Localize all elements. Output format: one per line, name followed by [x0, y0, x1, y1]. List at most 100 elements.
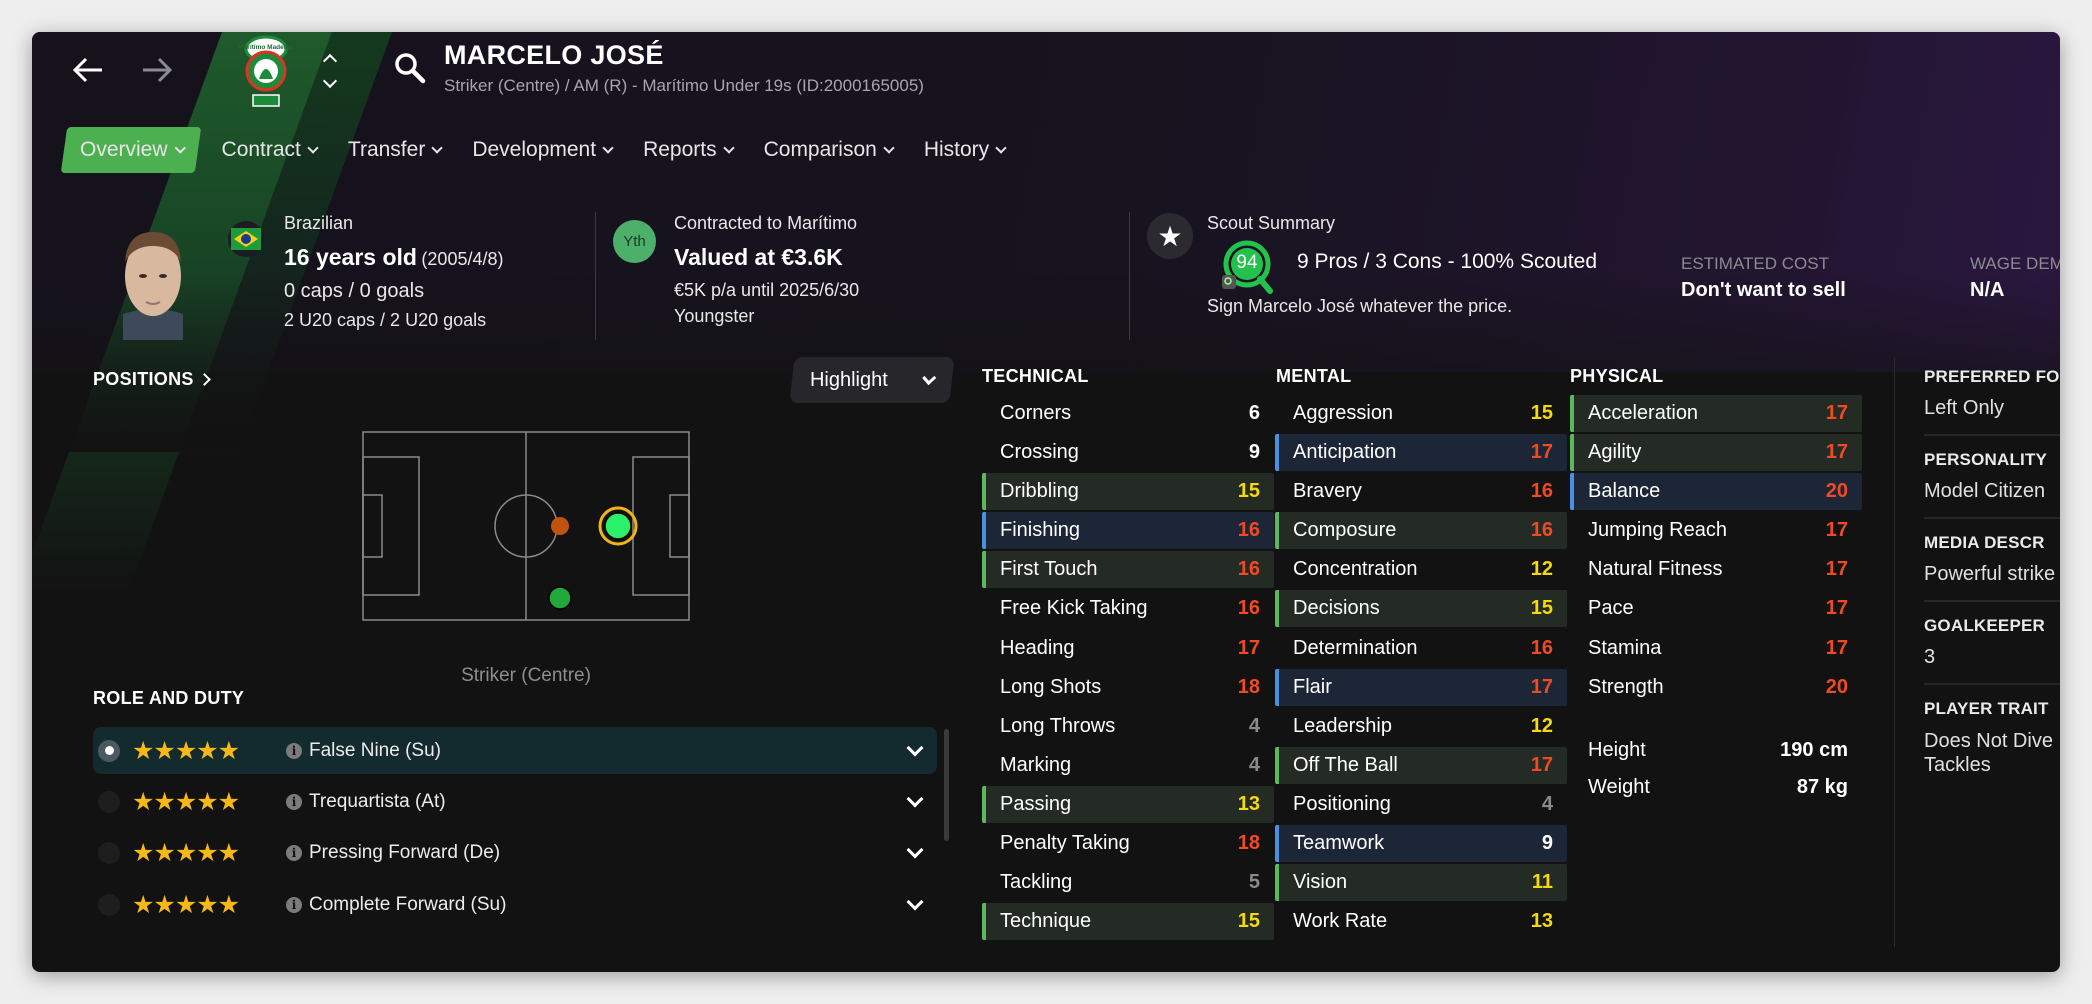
caps: 0 caps / 0 goals	[284, 280, 425, 302]
attribute-value: 13	[1237, 792, 1260, 815]
attribute-row-technique[interactable]: Technique 15	[982, 903, 1274, 941]
attribute-name: Vision	[1293, 871, 1348, 894]
info-icon[interactable]: i	[286, 844, 302, 861]
info-icon[interactable]: i	[286, 896, 302, 913]
attribute-row-aggression[interactable]: Aggression 15	[1275, 395, 1567, 432]
tab-overview[interactable]: Overview	[60, 127, 201, 173]
attribute-row-off-the-ball[interactable]: Off The Ball 17	[1275, 746, 1567, 784]
role-row[interactable]: ★★★★★ i False Nine (Su)	[93, 727, 937, 774]
search-icon[interactable]	[392, 50, 428, 86]
role-radio[interactable]	[98, 841, 120, 864]
technical-attributes: Corners 6 Crossing 9 Dribbling 15 Finishing 16 F…	[982, 395, 1274, 942]
role-radio[interactable]	[98, 893, 120, 916]
attribute-row-balance[interactable]: Balance 20	[1570, 473, 1862, 511]
attribute-row-passing[interactable]: Passing 13	[982, 785, 1274, 823]
attribute-row-concentration[interactable]: Concentration 12	[1275, 551, 1567, 588]
role-row[interactable]: ★★★★★ i Pressing Forward (De)	[93, 829, 937, 876]
attribute-row-natural-fitness[interactable]: Natural Fitness 17	[1570, 551, 1862, 588]
tab-history[interactable]: History	[924, 127, 1007, 173]
info-icon[interactable]: i	[286, 793, 302, 810]
attribute-row-bravery[interactable]: Bravery 16	[1275, 473, 1567, 510]
attribute-name: Free Kick Taking	[1000, 597, 1148, 620]
attribute-row-stamina[interactable]: Stamina 17	[1570, 630, 1862, 667]
attribute-value: 16	[1530, 480, 1553, 503]
attribute-row-flair[interactable]: Flair 17	[1275, 668, 1567, 706]
chevron-up-icon[interactable]	[322, 53, 338, 69]
attribute-value: 16	[1530, 636, 1553, 659]
tab-contract[interactable]: Contract	[221, 127, 319, 173]
attribute-row-long-shots[interactable]: Long Shots 18	[982, 669, 1274, 706]
tab-transfer[interactable]: Transfer	[348, 127, 443, 173]
attribute-value: 9	[1248, 441, 1260, 464]
player-subtitle: Striker (Centre) / AM (R) - Marítimo Und…	[444, 76, 924, 95]
back-arrow-icon[interactable]	[68, 52, 108, 88]
chevron-down-icon[interactable]	[906, 739, 924, 756]
youth-badge: Yth	[613, 220, 656, 263]
attribute-row-penalty-taking[interactable]: Penalty Taking 18	[982, 825, 1274, 862]
role-radio[interactable]	[98, 739, 120, 762]
attribute-row-crossing[interactable]: Crossing 9	[982, 434, 1274, 471]
attribute-name: Natural Fitness	[1588, 558, 1723, 581]
attribute-row-composure[interactable]: Composure 16	[1275, 512, 1567, 550]
media-description-value: Powerful strike	[1924, 563, 2056, 585]
chevron-down-icon[interactable]	[906, 790, 924, 807]
tab-label: Contract	[221, 138, 301, 161]
positions-link[interactable]: POSITIONS	[93, 369, 211, 390]
position-pitch	[362, 431, 690, 621]
attribute-row-tackling[interactable]: Tackling 5	[982, 864, 1274, 901]
weight-label: Weight	[1588, 776, 1650, 798]
attribute-row-agility[interactable]: Agility 17	[1570, 434, 1862, 472]
attribute-row-leadership[interactable]: Leadership 12	[1275, 708, 1567, 745]
info-icon[interactable]: i	[286, 742, 302, 759]
role-star-rating: ★★★★★	[132, 838, 240, 867]
chevron-down-icon[interactable]	[906, 893, 924, 910]
attribute-row-positioning[interactable]: Positioning 4	[1275, 786, 1567, 823]
attribute-row-anticipation[interactable]: Anticipation 17	[1275, 434, 1567, 472]
tab-comparison[interactable]: Comparison	[764, 127, 895, 173]
physical-title: PHYSICAL	[1570, 366, 1664, 386]
attribute-row-free-kick-taking[interactable]: Free Kick Taking 16	[982, 590, 1274, 627]
chevron-down-icon[interactable]	[322, 73, 338, 89]
attribute-row-marking[interactable]: Marking 4	[982, 747, 1274, 784]
attribute-value: 4	[1248, 753, 1260, 776]
scout-rating-badge[interactable]: 94	[1222, 239, 1278, 295]
tab-development[interactable]: Development	[472, 127, 614, 173]
attribute-value: 16	[1530, 519, 1553, 542]
attribute-row-acceleration[interactable]: Acceleration 17	[1570, 395, 1862, 432]
chevron-down-icon	[995, 141, 1007, 154]
attribute-row-pace[interactable]: Pace 17	[1570, 590, 1862, 627]
club-badge[interactable]: Marítimo Madeira	[238, 35, 294, 109]
nationality: Brazilian	[284, 213, 354, 233]
player-switch-chevrons[interactable]	[320, 44, 340, 92]
forward-arrow-icon[interactable]	[137, 52, 177, 88]
chevron-down-icon[interactable]	[906, 841, 924, 858]
attribute-row-heading[interactable]: Heading 17	[982, 630, 1274, 667]
separator	[1924, 600, 2060, 602]
attribute-row-first-touch[interactable]: First Touch 16	[982, 551, 1274, 589]
attribute-row-strength[interactable]: Strength 20	[1570, 669, 1862, 706]
attribute-row-long-throws[interactable]: Long Throws 4	[982, 708, 1274, 745]
attribute-row-corners[interactable]: Corners 6	[982, 395, 1274, 432]
mental-title: MENTAL	[1276, 366, 1352, 386]
attribute-row-finishing[interactable]: Finishing 16	[982, 512, 1274, 550]
personality-label: PERSONALITY	[1924, 450, 2048, 469]
attribute-value: 15	[1530, 402, 1553, 424]
attribute-value: 18	[1237, 675, 1260, 698]
role-row[interactable]: ★★★★★ i Trequartista (At)	[93, 778, 937, 825]
attribute-row-dribbling[interactable]: Dribbling 15	[982, 473, 1274, 511]
role-row[interactable]: ★★★★★ i Complete Forward (Su)	[93, 881, 937, 928]
roles-scrollbar[interactable]	[944, 729, 949, 841]
attribute-row-decisions[interactable]: Decisions 15	[1275, 590, 1567, 628]
role-radio[interactable]	[98, 790, 120, 813]
attribute-value: 17	[1530, 753, 1553, 776]
tab-reports[interactable]: Reports	[643, 127, 735, 173]
attribute-row-determination[interactable]: Determination 16	[1275, 630, 1567, 667]
attribute-value: 17	[1237, 636, 1260, 659]
attribute-row-teamwork[interactable]: Teamwork 9	[1275, 825, 1567, 863]
attribute-row-vision[interactable]: Vision 11	[1275, 864, 1567, 902]
attribute-row-work-rate[interactable]: Work Rate 13	[1275, 903, 1567, 940]
attribute-row-jumping-reach[interactable]: Jumping Reach 17	[1570, 512, 1862, 549]
highlight-dropdown[interactable]: Highlight	[789, 357, 955, 403]
separator	[1924, 434, 2060, 436]
attribute-value: 17	[1825, 558, 1848, 581]
